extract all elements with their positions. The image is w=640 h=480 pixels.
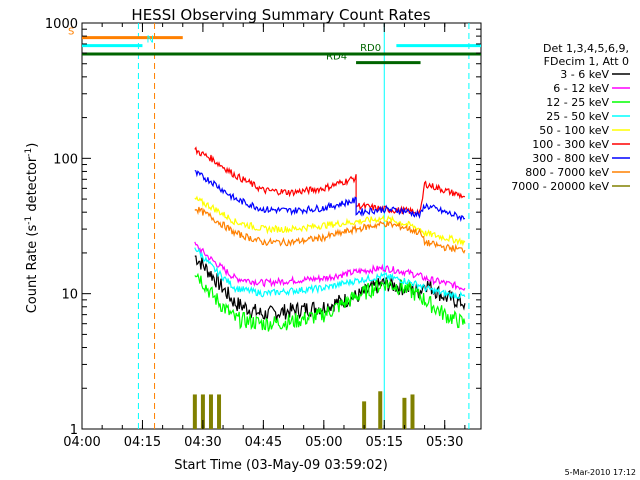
flag-label-3: RD0: [360, 43, 381, 54]
plot-area: [81, 22, 482, 430]
y-tick-label-0: 1: [70, 423, 78, 438]
legend-label-5: 100 - 300 keV: [532, 138, 609, 151]
x-tick-label-3: 04:45: [245, 435, 282, 450]
y-label-part-2: detector: [25, 156, 40, 216]
y-label-part-1: -1: [24, 216, 34, 225]
y-tick-label-1: 10: [61, 288, 78, 303]
x-tick-label-1: 04:15: [124, 435, 161, 450]
series-line-2: [194, 272, 466, 332]
y-axis-label: Count Rate (s-1 detector-1): [24, 143, 40, 314]
flag-label-1: N: [146, 35, 153, 46]
legend-label-8: 7000 - 20000 keV: [511, 180, 609, 193]
legend-label-3: 25 - 50 keV: [546, 110, 609, 123]
x-tick-label-5: 05:15: [366, 435, 403, 450]
legend-label-2: 12 - 25 keV: [546, 96, 609, 109]
plot-frame: [81, 22, 482, 430]
series-line-1: [194, 241, 466, 292]
legend-label-4: 50 - 100 keV: [539, 124, 609, 137]
y-tick-label-2: 100: [53, 152, 78, 167]
series-group: [192, 146, 466, 429]
footnote-date: 5-Mar-2010 17:12: [565, 468, 636, 477]
legend: Det 1,3,4,5,6,9,FDecim 1, Att 03 - 6 keV…: [511, 42, 630, 193]
series-line-0: [194, 255, 466, 321]
y-tick-label-3: 1000: [45, 17, 78, 32]
y-label-part-0: Count Rate (s: [25, 225, 40, 314]
x-axis-label: Start Time (03-May-09 03:59:02): [174, 458, 388, 473]
chart-title: HESSI Observing Summary Count Rates: [131, 6, 430, 24]
legend-label-0: 3 - 6 keV: [560, 68, 609, 81]
flag-label-0: S: [68, 27, 74, 38]
series-line-7: [194, 206, 466, 254]
legend-label-7: 800 - 7000 keV: [525, 166, 609, 179]
y-label-part-3: -1: [24, 148, 34, 157]
series-line-6: [194, 169, 466, 223]
x-tick-label-4: 05:00: [305, 435, 342, 450]
flag-label-4: RD4: [326, 52, 347, 63]
legend-header-1: FDecim 1, Att 0: [544, 55, 629, 68]
x-tick-label-6: 05:30: [426, 435, 463, 450]
x-tick-label-2: 04:30: [184, 435, 221, 450]
legend-label-1: 6 - 12 keV: [553, 82, 609, 95]
series-line-5: [194, 146, 466, 217]
axes: 04:00 04:15 04:30 04:45 05:00 05:15 05:30 1 10 10…: [45, 17, 481, 450]
y-label-part-4: ): [25, 143, 40, 148]
x-tick-label-0: 04:00: [63, 435, 100, 450]
series-line-3: [194, 247, 466, 300]
legend-header-0: Det 1,3,4,5,6,9,: [543, 42, 629, 55]
status-flags: S N RD0 RD4: [68, 27, 481, 65]
legend-label-6: 300 - 800 keV: [532, 152, 609, 165]
